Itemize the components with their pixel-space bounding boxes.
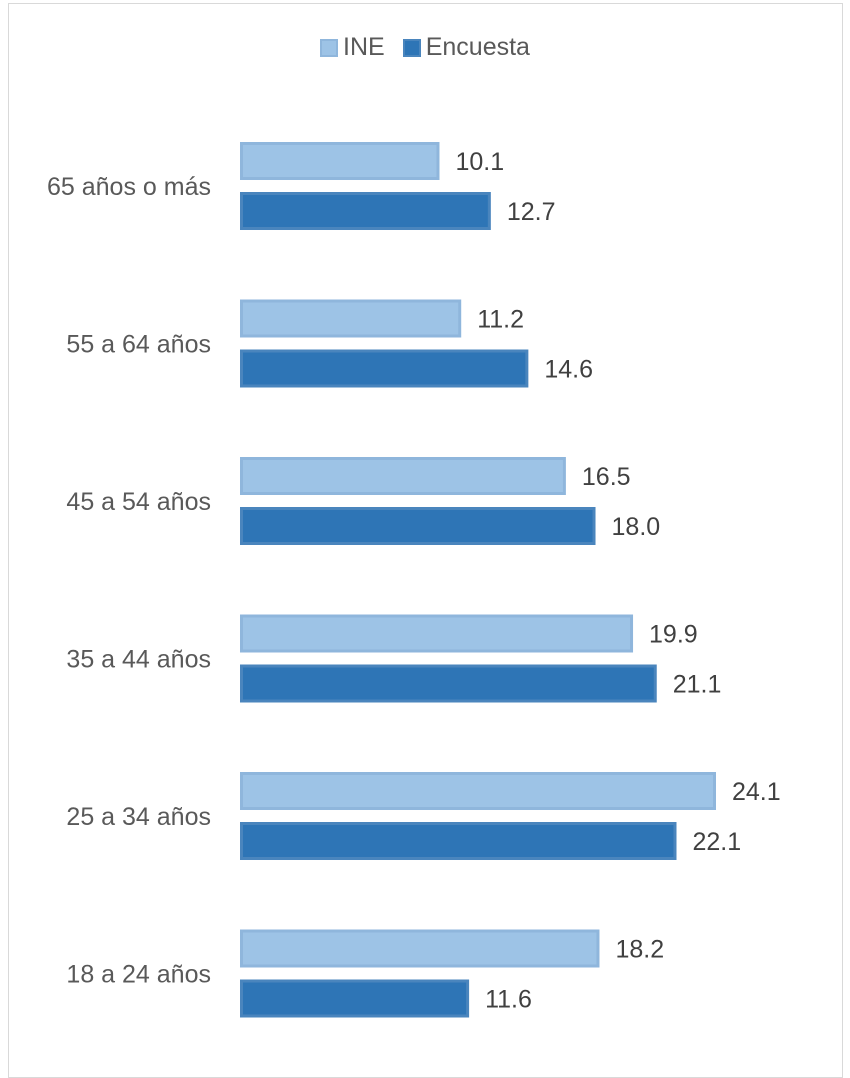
category-label-55-a-64-a-os: 55 a 64 años [66,331,211,359]
legend-item-encuesta: Encuesta [402,33,530,62]
bar-ine-18-a-24-a-os [240,929,600,968]
value-label-encuesta-18-a-24-a-os: 11.6 [485,986,532,1014]
bar-encuesta-35-a-44-a-os [240,664,657,703]
legend-swatch-ine [320,38,339,57]
value-label-encuesta-25-a-34-a-os: 22.1 [692,828,741,856]
category-label-18-a-24-a-os: 18 a 24 años [66,961,211,989]
bar-encuesta-25-a-34-a-os [240,822,677,860]
legend-item-ine: INE [320,33,385,62]
bar-ine-65-a-os-o-m-s [240,142,440,180]
chart-legend: INE Encuesta [0,33,850,62]
value-label-ine-55-a-64-a-os: 11.2 [477,306,524,334]
value-label-encuesta-45-a-54-a-os: 18.0 [612,513,661,541]
legend-label-ine: INE [343,33,385,61]
value-label-encuesta-65-a-os-o-m-s: 12.7 [507,198,556,226]
value-label-ine-35-a-44-a-os: 19.9 [649,621,698,649]
legend-label-encuesta: Encuesta [425,33,530,61]
category-label-65-a-os-o-m-s: 65 años o más [47,173,211,201]
bar-encuesta-65-a-os-o-m-s [240,192,491,230]
bar-ine-35-a-44-a-os [240,614,634,653]
category-label-45-a-54-a-os: 45 a 54 años [66,488,211,516]
bar-ine-45-a-54-a-os [240,457,566,495]
bar-encuesta-45-a-54-a-os [240,507,596,545]
bar-encuesta-55-a-64-a-os [240,349,529,388]
category-label-35-a-44-a-os: 35 a 44 años [66,646,211,674]
bar-encuesta-18-a-24-a-os [240,979,470,1018]
value-label-encuesta-55-a-64-a-os: 14.6 [544,356,593,384]
value-label-encuesta-35-a-44-a-os: 21.1 [673,671,722,699]
bar-ine-55-a-64-a-os [240,299,462,338]
value-label-ine-25-a-34-a-os: 24.1 [732,778,781,806]
value-label-ine-45-a-54-a-os: 16.5 [582,463,631,491]
category-label-25-a-34-a-os: 25 a 34 años [66,803,211,831]
bar-ine-25-a-34-a-os [240,772,716,810]
legend-swatch-encuesta [402,38,421,57]
value-label-ine-18-a-24-a-os: 18.2 [615,936,664,964]
value-label-ine-65-a-os-o-m-s: 10.1 [455,148,504,176]
